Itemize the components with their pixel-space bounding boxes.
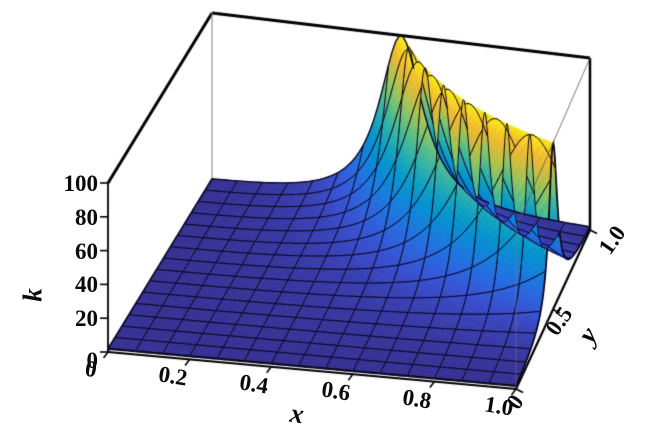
z-tick-label: 40 bbox=[75, 272, 98, 298]
x-tick-label: 0.2 bbox=[156, 361, 189, 391]
z-tick-label: 60 bbox=[75, 238, 98, 264]
z-tick-label: 100 bbox=[63, 171, 99, 196]
x-tick-label: 0.6 bbox=[319, 376, 352, 406]
x-tick-label: 0.4 bbox=[238, 369, 271, 399]
z-axis-label: k bbox=[17, 288, 48, 302]
z-tick-label: 80 bbox=[75, 204, 98, 230]
x-tick-label: 0.8 bbox=[401, 383, 434, 414]
z-tick-label: 0 bbox=[86, 348, 99, 373]
z-tick-label: 20 bbox=[75, 306, 98, 332]
